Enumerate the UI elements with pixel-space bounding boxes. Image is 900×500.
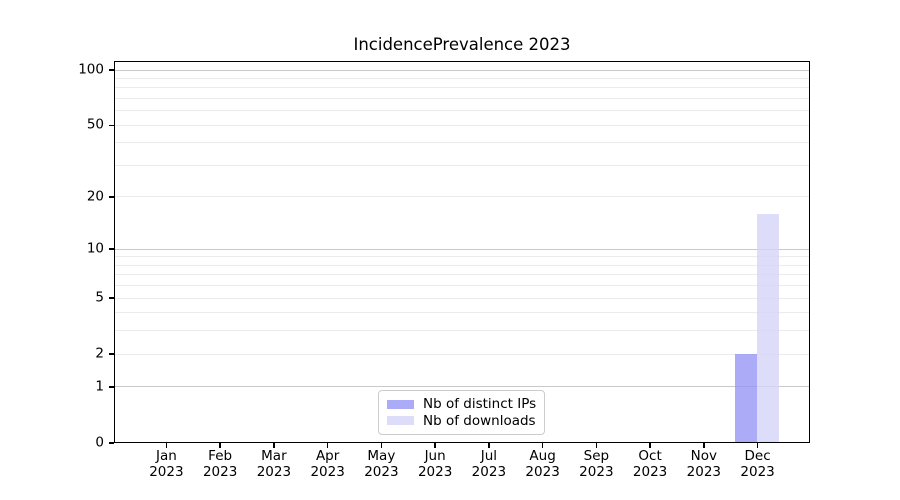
x-tick-mark — [434, 443, 436, 448]
y-tick-label: 20 — [86, 188, 104, 205]
x-tick-label-jun: Jun 2023 — [418, 448, 452, 480]
chart-title: IncidencePrevalence 2023 — [353, 35, 571, 54]
legend-item: Nb of downloads — [387, 412, 536, 430]
x-tick-month: Jan — [155, 448, 177, 464]
x-tick-year: 2023 — [525, 464, 560, 480]
y-tick-mark — [109, 386, 114, 388]
x-tick-mark — [273, 443, 275, 448]
y-tick-mark — [109, 297, 114, 299]
minor-gridline — [115, 353, 809, 355]
y-tick-mark — [109, 69, 114, 71]
x-tick-label-sep: Sep 2023 — [579, 448, 613, 480]
x-tick-month: Apr — [315, 448, 340, 464]
minor-gridline — [115, 98, 809, 100]
x-tick-month: Nov — [690, 448, 718, 464]
x-tick-mark — [165, 443, 168, 448]
y-tick-label: 100 — [78, 61, 104, 78]
x-tick-mark — [219, 443, 221, 448]
x-tick-year: 2023 — [579, 464, 614, 480]
minor-gridline — [115, 196, 809, 198]
x-tick-mark — [326, 443, 329, 448]
minor-gridline — [115, 142, 809, 144]
legend-swatch — [387, 399, 414, 409]
y-tick-mark — [109, 124, 114, 127]
plot-area — [114, 61, 810, 443]
minor-gridline — [115, 274, 809, 276]
x-tick-label-apr: Apr 2023 — [310, 448, 344, 480]
y-tick-label: 50 — [86, 116, 104, 133]
x-tick-year: 2023 — [471, 464, 507, 480]
legend-label: Nb of distinct IPs — [423, 396, 537, 413]
minor-gridline — [115, 124, 809, 126]
x-tick-month: Dec — [744, 448, 771, 464]
x-tick-year: 2023 — [364, 464, 399, 480]
y-tick-label: 0 — [95, 434, 104, 451]
legend-swatch — [387, 416, 414, 426]
y-tick-mark — [109, 442, 114, 444]
minor-gridline — [115, 297, 809, 299]
minor-gridline — [115, 110, 809, 112]
minor-gridline — [115, 264, 809, 266]
x-tick-year: 2023 — [740, 464, 775, 480]
x-tick-month: Feb — [208, 448, 233, 464]
x-tick-month: Aug — [529, 448, 556, 464]
x-tick-month: Jul — [480, 448, 498, 464]
x-tick-mark — [649, 443, 651, 448]
legend-label: Nb of downloads — [423, 412, 536, 429]
x-tick-year: 2023 — [149, 464, 184, 480]
x-tick-label-may: May 2023 — [364, 448, 398, 480]
x-tick-label-aug: Aug 2023 — [525, 448, 559, 480]
x-tick-label-oct: Oct 2023 — [633, 448, 667, 480]
minor-gridline — [115, 87, 809, 89]
y-tick-mark — [109, 248, 114, 250]
y-tick-label: 5 — [95, 289, 104, 306]
x-tick-mark — [756, 443, 759, 448]
minor-gridline — [115, 330, 809, 332]
x-tick-label-nov: Nov 2023 — [687, 448, 721, 480]
minor-gridline — [115, 77, 809, 79]
x-tick-year: 2023 — [310, 464, 345, 480]
x-tick-year: 2023 — [686, 464, 722, 480]
y-tick-label: 1 — [95, 378, 104, 395]
x-tick-mark — [703, 443, 705, 448]
legend-item: Nb of distinct IPs — [387, 396, 537, 413]
major-gridline — [115, 248, 809, 250]
bar-nb-of-distinct-ips-dec — [735, 353, 758, 443]
x-tick-mark — [488, 443, 490, 448]
legend: Nb of distinct IPs Nb of downloads — [378, 390, 545, 435]
minor-gridline — [115, 165, 809, 166]
minor-gridline — [115, 285, 809, 287]
x-tick-month: Sep — [583, 448, 610, 464]
x-tick-mark — [380, 443, 383, 448]
x-tick-label-jul: Jul 2023 — [472, 448, 506, 480]
y-tick-mark — [109, 196, 114, 198]
minor-gridline — [115, 312, 809, 314]
x-tick-year: 2023 — [632, 464, 668, 480]
x-tick-mark — [541, 443, 544, 448]
major-gridline — [115, 69, 809, 71]
x-tick-label-dec: Dec 2023 — [740, 448, 774, 480]
x-tick-mark — [595, 443, 598, 448]
x-tick-label-feb: Feb 2023 — [203, 448, 237, 480]
x-tick-label-mar: Mar 2023 — [257, 448, 291, 480]
bar-nb-of-downloads-dec — [757, 213, 780, 443]
x-tick-year: 2023 — [417, 464, 453, 480]
x-tick-month: Oct — [638, 448, 662, 464]
x-tick-month: Mar — [261, 448, 287, 464]
x-tick-label-jan: Jan 2023 — [149, 448, 183, 480]
y-tick-mark — [109, 353, 114, 355]
x-tick-year: 2023 — [256, 464, 292, 480]
x-tick-year: 2023 — [202, 464, 238, 480]
major-gridline — [115, 386, 809, 388]
minor-gridline — [115, 256, 809, 258]
y-tick-label: 10 — [86, 240, 104, 257]
x-tick-month: May — [367, 448, 396, 464]
y-tick-label: 2 — [95, 345, 104, 362]
x-tick-month: Jun — [424, 448, 446, 464]
